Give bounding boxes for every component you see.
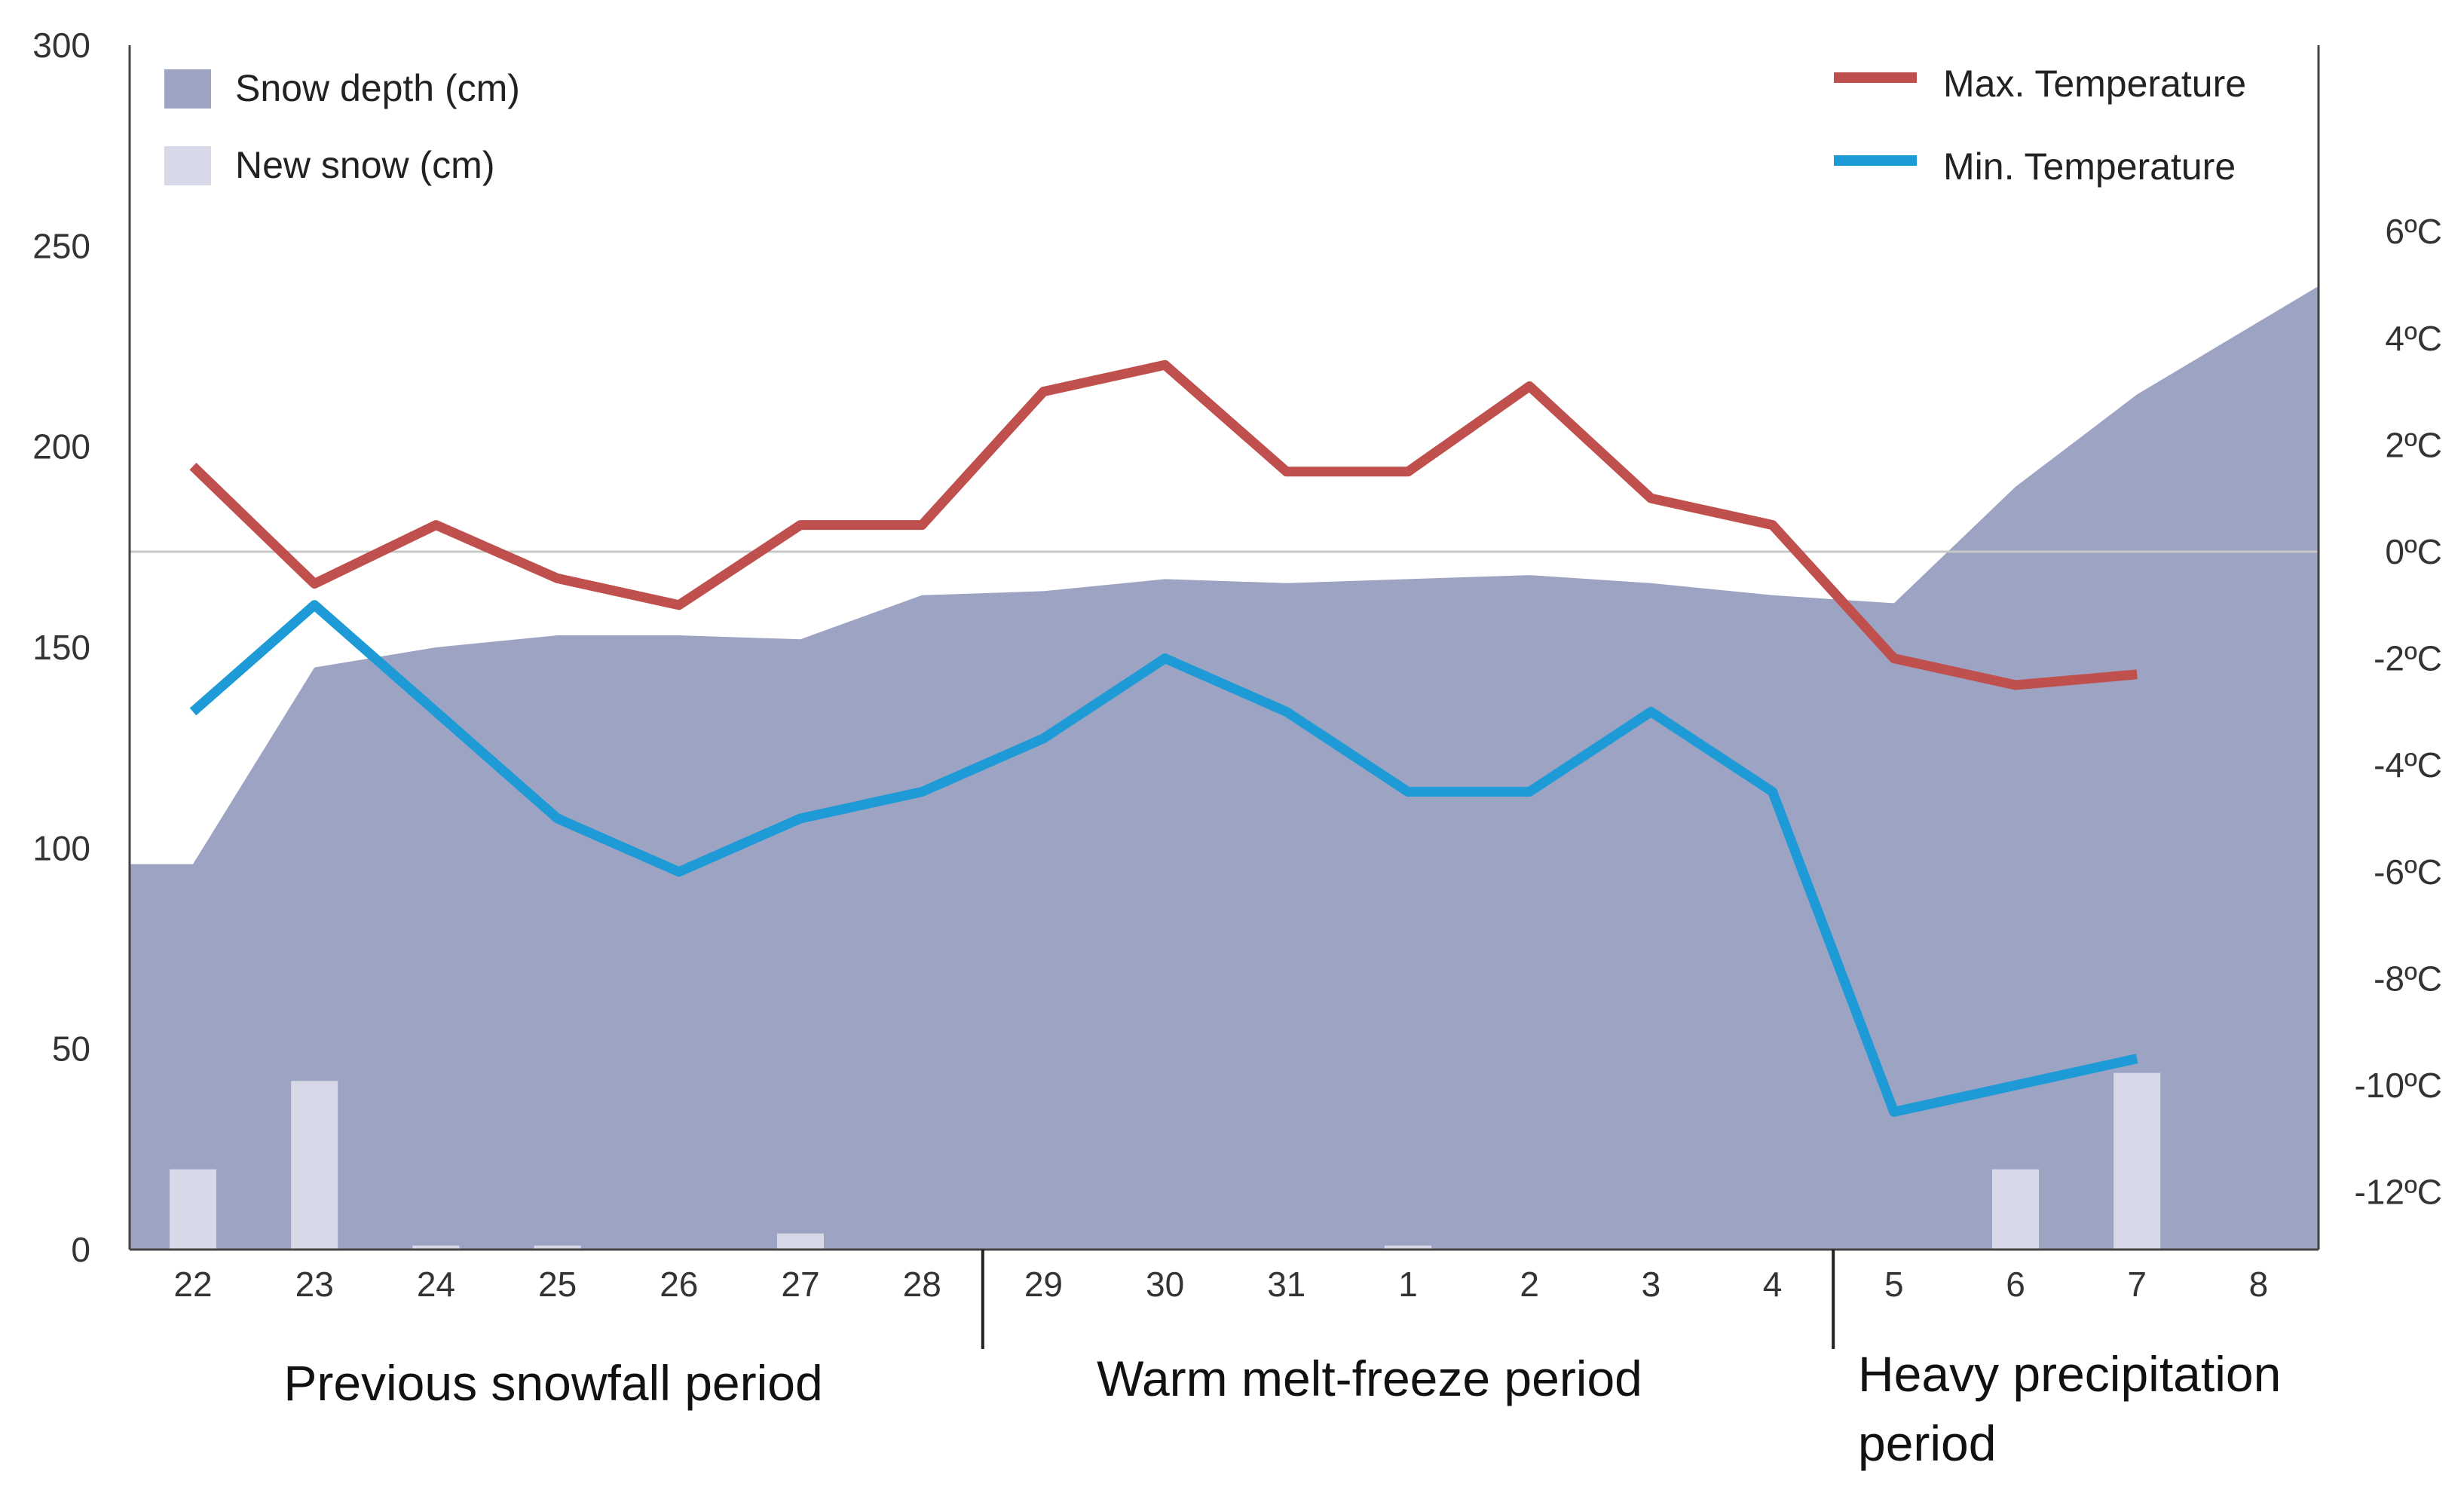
left-axis-ticks: 0 50 100 150 200 250 300 — [32, 26, 90, 1269]
new-snow-bar — [170, 1169, 216, 1250]
legend-label-min-temp: Min. Temperature — [1943, 145, 2236, 188]
x-axis-ticks: 22 23 24 25 26 27 28 29 30 31 1 2 3 4 5 6 7 8 — [173, 1265, 2268, 1304]
axes-layer — [128, 45, 2320, 1349]
period-label-heavy-precipitation: Heavy precipitation — [1858, 1346, 2281, 1402]
legend-label-max-temp: Max. Temperature — [1943, 63, 2246, 105]
right-axis-ticks: 6ºC 4ºC 2ºC 0ºC -2ºC -4ºC -6ºC -8ºC -10ºC -12ºC — [2354, 212, 2442, 1211]
period-label-warm-melt-freeze: Warm melt-freeze period — [1097, 1351, 1642, 1406]
new-snow-bar — [1992, 1169, 2039, 1250]
x-tick-label: 25 — [538, 1265, 577, 1304]
left-tick-label: 200 — [32, 427, 90, 467]
x-tick-label: 31 — [1267, 1265, 1305, 1304]
new-snow-bar — [534, 1245, 581, 1250]
right-tick-label: -12ºC — [2354, 1173, 2442, 1212]
period-label-heavy-precipitation-line2: period — [1858, 1415, 1996, 1471]
right-tick-label: -10ºC — [2354, 1066, 2442, 1105]
legend-label-snow-depth: Snow depth (cm) — [235, 67, 520, 109]
x-tick-label: 8 — [2249, 1265, 2269, 1304]
right-tick-label: 4ºC — [2385, 319, 2442, 358]
new-snow-bar — [291, 1081, 338, 1250]
x-tick-label: 5 — [1884, 1265, 1904, 1304]
legend: Snow depth (cm) New snow (cm) Max. Tempe… — [164, 63, 2246, 188]
left-tick-label: 150 — [32, 628, 90, 667]
x-tick-label: 3 — [1642, 1265, 1661, 1304]
new-snow-bar — [412, 1245, 460, 1250]
period-label-previous-snowfall: Previous snowfall period — [283, 1355, 822, 1411]
right-tick-label: 6ºC — [2385, 212, 2442, 251]
right-tick-label: 0ºC — [2385, 532, 2442, 571]
right-tick-label: 2ºC — [2385, 425, 2442, 464]
right-tick-label: -2ºC — [2374, 639, 2442, 678]
new-snow-bars-layer — [170, 1072, 2161, 1250]
x-tick-label: 6 — [2006, 1265, 2025, 1304]
legend-swatch-new-snow — [164, 146, 211, 185]
x-tick-label: 30 — [1146, 1265, 1184, 1304]
legend-label-new-snow: New snow (cm) — [235, 144, 494, 186]
x-tick-label: 2 — [1520, 1265, 1539, 1304]
new-snow-bar — [777, 1233, 824, 1250]
x-tick-label: 28 — [903, 1265, 941, 1304]
snow-depth-area — [130, 286, 2319, 1250]
legend-swatch-snow-depth — [164, 69, 211, 109]
period-labels: Previous snowfall period Warm melt-freez… — [283, 1346, 2281, 1471]
left-tick-label: 100 — [32, 828, 90, 867]
x-tick-label: 29 — [1024, 1265, 1063, 1304]
x-tick-label: 1 — [1398, 1265, 1418, 1304]
left-tick-label: 0 — [71, 1230, 90, 1269]
right-tick-label: -4ºC — [2374, 745, 2442, 785]
temperature-lines-layer — [189, 359, 2138, 1117]
right-tick-label: -6ºC — [2374, 852, 2442, 892]
snow-depth-area-layer — [130, 286, 2319, 1250]
x-tick-label: 27 — [781, 1265, 819, 1304]
max-temperature-line — [189, 359, 2138, 690]
right-tick-label: -8ºC — [2374, 959, 2442, 998]
x-tick-label: 26 — [660, 1265, 698, 1304]
left-tick-label: 50 — [52, 1029, 90, 1069]
x-tick-label: 22 — [173, 1265, 212, 1304]
left-tick-label: 250 — [32, 226, 90, 265]
new-snow-bar — [2114, 1072, 2161, 1250]
x-tick-label: 23 — [295, 1265, 334, 1304]
left-tick-label: 300 — [32, 26, 90, 65]
x-tick-label: 24 — [417, 1265, 455, 1304]
x-tick-label: 4 — [1763, 1265, 1783, 1304]
new-snow-bar — [1385, 1245, 1431, 1250]
min-temperature-line — [189, 600, 2138, 1117]
x-tick-label: 7 — [2127, 1265, 2147, 1304]
